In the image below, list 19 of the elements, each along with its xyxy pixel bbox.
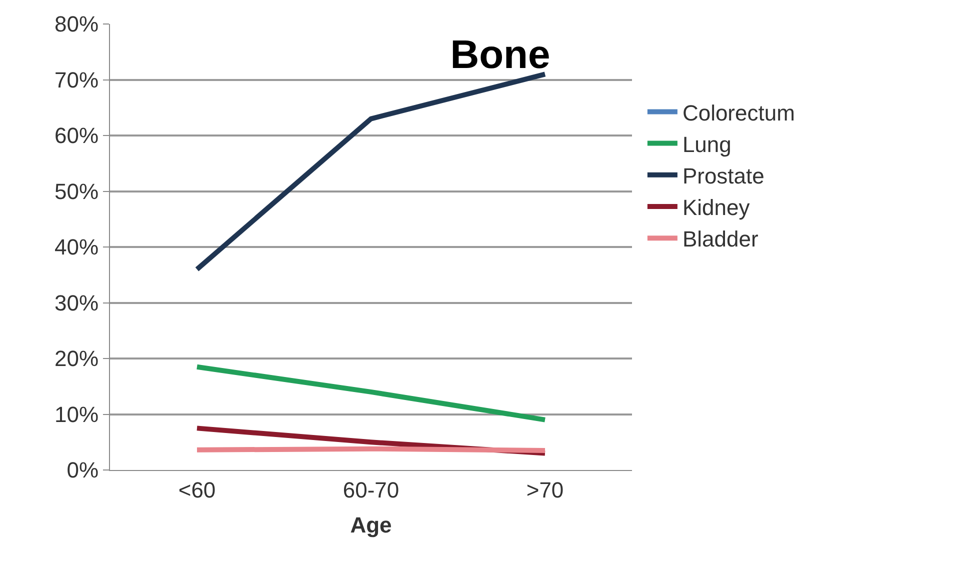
y-tick-label: 10% (54, 402, 99, 427)
chart-title: Bone (450, 32, 550, 77)
legend-label: Kidney (682, 195, 750, 220)
legend-label: Lung (682, 132, 732, 157)
x-axis-title: Age (350, 512, 392, 538)
legend-label: Bladder (682, 226, 758, 252)
legend-label: Prostate (682, 163, 764, 188)
y-tick-label: 30% (54, 290, 99, 316)
y-tick-label: 0% (66, 458, 99, 483)
y-tick-label: 80% (54, 12, 99, 37)
x-tick-label: <60 (178, 477, 216, 502)
y-tick-label: 40% (54, 234, 99, 260)
y-tick-label: 60% (54, 123, 99, 148)
y-tick-label: 50% (54, 178, 99, 204)
x-tick-label: >70 (526, 477, 564, 502)
x-tick-label: 60-70 (342, 477, 400, 502)
y-tick-label: 70% (54, 67, 99, 92)
y-tick-label: 20% (54, 346, 99, 372)
legend-label: Colorectum (682, 100, 795, 126)
